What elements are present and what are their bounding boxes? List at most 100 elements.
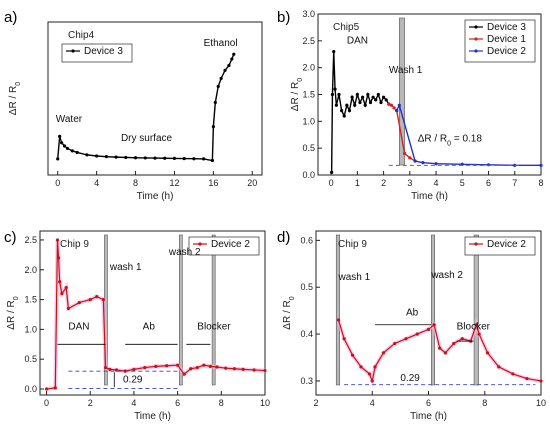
- y-axis-label-sub: 0: [297, 78, 304, 82]
- legend-marker: [71, 49, 75, 53]
- data-point: [421, 161, 425, 165]
- data-point: [163, 156, 167, 160]
- x-tick-label: 10: [536, 398, 546, 408]
- legend-box: [61, 43, 133, 63]
- data-point: [172, 156, 177, 161]
- x-tick-label: 0: [329, 178, 334, 188]
- data-point: [332, 49, 336, 54]
- data-point: [202, 157, 206, 161]
- data-point: [154, 364, 158, 368]
- data-point: [361, 95, 365, 99]
- y-axis-label: ΔR / R0: [290, 78, 304, 111]
- data-point: [415, 332, 419, 336]
- data-point: [66, 306, 70, 311]
- annotation: wash 1: [109, 262, 142, 273]
- x-tick-label: 8: [219, 398, 224, 408]
- data-point: [65, 146, 70, 151]
- series-3: [395, 103, 543, 167]
- x-tick-label: 2: [313, 398, 318, 408]
- series-1: [56, 52, 236, 163]
- data-point: [342, 114, 346, 118]
- data-point: [88, 297, 92, 302]
- data-point: [330, 92, 335, 97]
- y-axis-label: ΔR / R0: [6, 296, 20, 329]
- y-tick-label: 1.5: [24, 295, 37, 305]
- data-point: [103, 365, 108, 370]
- data-point: [55, 238, 60, 242]
- series-line: [57, 53, 235, 162]
- annotation: wash 2: [168, 247, 201, 258]
- data-point: [395, 109, 399, 113]
- x-tick-label: 16: [208, 178, 218, 188]
- data-point: [210, 158, 214, 163]
- panel-label: b): [277, 9, 290, 26]
- data-point: [359, 365, 363, 369]
- data-point: [60, 292, 64, 296]
- data-point: [252, 368, 256, 372]
- data-point: [353, 103, 357, 107]
- panel-1: a) 0 4 8 12 16 20 Time (h) ΔR / R0 Chip4 Device 3 W…: [4, 9, 263, 202]
- data-point: [539, 379, 543, 383]
- data-point: [70, 149, 74, 153]
- data-point: [143, 156, 147, 160]
- annotation: Blocker: [197, 321, 231, 332]
- x-tick-label: 4: [131, 398, 136, 408]
- panel-3: c) 0 2 4 6 8 10 0.0 0.5 1.0 1.5 2.0 2.5 Time (h) ΔR / …: [4, 229, 270, 422]
- y-axis-label: ΔR / R0: [8, 82, 22, 115]
- panel-title: Chip 9: [338, 239, 367, 250]
- data-point: [381, 351, 386, 355]
- data-point: [85, 153, 89, 157]
- x-tick-label: 8: [133, 178, 138, 188]
- data-point: [366, 92, 370, 97]
- x-tick-label: 6: [175, 398, 180, 408]
- data-point: [387, 102, 391, 106]
- data-point: [208, 364, 212, 368]
- data-point: [397, 103, 401, 107]
- series-line: [330, 51, 390, 173]
- data-point: [334, 103, 338, 107]
- x-tick-label: 20: [247, 178, 257, 188]
- x-tick-label: 7: [512, 178, 517, 188]
- annotation: ΔR / R0 = 0.18: [418, 134, 483, 148]
- legend-box: [188, 236, 260, 256]
- x-tick-label: 1: [355, 178, 360, 188]
- annotation: Wash 1: [389, 65, 423, 76]
- panel-2: b) 0 1 2 3 4 5 6 7 8 0.0 0.5 1.0 1.5 2.0 2.5 3.0 Time (h)…: [277, 9, 544, 202]
- data-point: [62, 144, 67, 148]
- data-point: [452, 341, 456, 346]
- wash-band: [211, 234, 216, 386]
- data-point: [101, 297, 105, 302]
- data-point: [58, 280, 62, 284]
- data-point: [363, 103, 367, 107]
- annotation: Ab: [406, 307, 419, 318]
- panel-title: Chip 9: [60, 239, 89, 250]
- panel-label: d): [277, 229, 290, 246]
- plot-frame: [47, 21, 263, 176]
- data-point: [513, 163, 517, 167]
- annotation: DAN: [68, 321, 89, 332]
- data-point: [223, 68, 227, 72]
- x-axis-label: Time (h): [137, 191, 174, 202]
- data-point: [56, 256, 61, 260]
- y-tick-label: 0.5: [300, 282, 313, 292]
- x-tick-label: 0: [44, 398, 49, 408]
- data-point: [189, 367, 193, 371]
- data-point: [216, 84, 220, 89]
- data-point: [426, 327, 431, 331]
- x-tick-label: 2: [381, 178, 386, 188]
- data-point: [232, 52, 236, 56]
- panel-title: Chip5: [333, 22, 360, 33]
- data-point: [64, 286, 68, 290]
- data-point: [95, 295, 99, 299]
- data-point: [486, 163, 491, 167]
- wash-band: [431, 234, 435, 386]
- data-point: [368, 100, 373, 105]
- legend-entry: Device 2: [211, 239, 250, 250]
- data-point: [153, 156, 157, 160]
- data-point: [373, 365, 377, 369]
- annotation: 0.29: [123, 374, 143, 385]
- x-axis-label: Time (h): [410, 411, 447, 422]
- panel-label: a): [4, 9, 17, 26]
- y-tick-label: 1.0: [24, 324, 37, 334]
- data-point: [227, 63, 231, 68]
